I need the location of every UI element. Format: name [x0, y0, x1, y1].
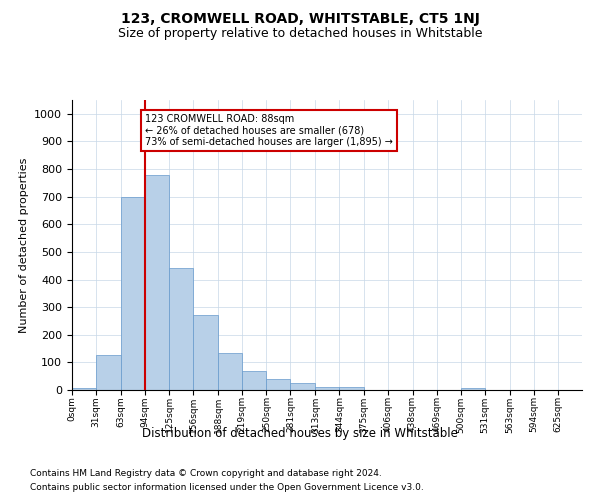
Bar [242, 370, 266, 390]
Bar [121, 196, 145, 390]
Y-axis label: Number of detached properties: Number of detached properties [19, 158, 29, 332]
Bar [218, 352, 242, 390]
Bar [72, 388, 96, 390]
Text: 123 CROMWELL ROAD: 88sqm
← 26% of detached houses are smaller (678)
73% of semi-: 123 CROMWELL ROAD: 88sqm ← 26% of detach… [145, 114, 393, 147]
Bar [316, 386, 340, 390]
Bar [290, 383, 316, 390]
Bar [96, 356, 121, 390]
Bar [340, 387, 364, 390]
Text: Distribution of detached houses by size in Whitstable: Distribution of detached houses by size … [142, 428, 458, 440]
Bar [169, 268, 193, 390]
Bar [461, 388, 485, 390]
Bar [266, 379, 290, 390]
Text: Contains HM Land Registry data © Crown copyright and database right 2024.: Contains HM Land Registry data © Crown c… [30, 468, 382, 477]
Text: Contains public sector information licensed under the Open Government Licence v3: Contains public sector information licen… [30, 484, 424, 492]
Bar [145, 174, 169, 390]
Text: Size of property relative to detached houses in Whitstable: Size of property relative to detached ho… [118, 28, 482, 40]
Bar [193, 316, 218, 390]
Text: 123, CROMWELL ROAD, WHITSTABLE, CT5 1NJ: 123, CROMWELL ROAD, WHITSTABLE, CT5 1NJ [121, 12, 479, 26]
